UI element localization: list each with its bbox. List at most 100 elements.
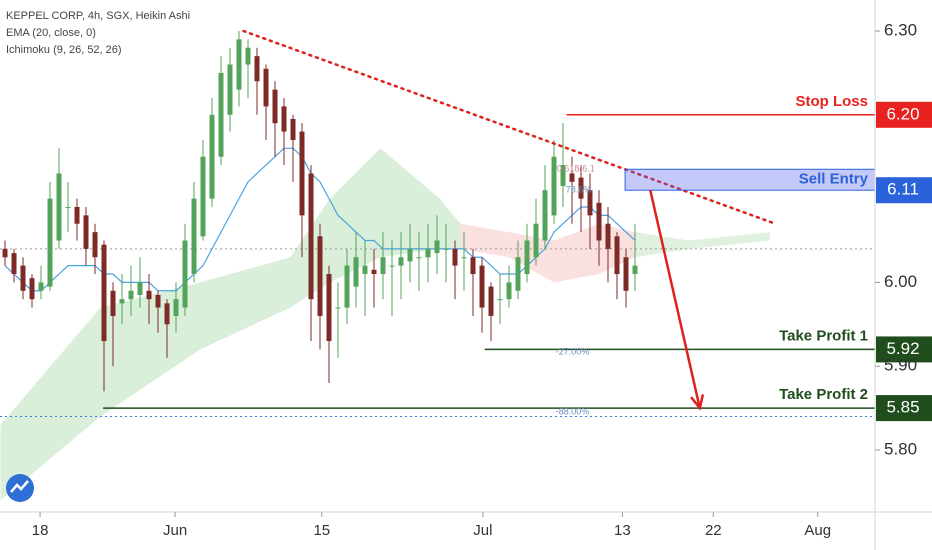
candle-body (623, 257, 629, 291)
candle-body (272, 89, 278, 124)
candle-body (380, 257, 386, 275)
x-tick-label: 18 (32, 522, 49, 539)
candle-body (353, 257, 359, 287)
candle-body (101, 244, 107, 342)
candle-body (434, 240, 440, 254)
candle-body (542, 190, 548, 241)
plot-area: 0.618(6.1 78.6% -27.00% -88.00% (0, 29, 876, 501)
candle-body (164, 303, 170, 325)
candle-body (110, 290, 116, 316)
candle-body (587, 190, 593, 216)
candle-body (371, 269, 377, 275)
candle-body (236, 39, 242, 90)
chart-title: KEPPEL CORP, 4h, SGX, Heikin Ashi (6, 10, 190, 22)
candle-body (173, 299, 179, 316)
candle-body (11, 253, 17, 275)
candle-body (461, 257, 467, 259)
candle-body (533, 223, 539, 258)
candle-body (605, 223, 611, 249)
candle-body (398, 257, 404, 266)
fib-label: 78.6% (566, 185, 592, 195)
arrow-head (690, 394, 705, 411)
candle-body (578, 177, 584, 199)
price-box-label: 6.20 (886, 104, 919, 123)
candle-body (551, 156, 557, 216)
candle-body (92, 232, 98, 258)
price-box-label: 5.92 (886, 339, 919, 358)
candle-body (38, 282, 44, 291)
candle-body (146, 290, 152, 300)
price-box-label: 5.85 (886, 398, 919, 417)
candle-body (452, 248, 458, 266)
candle-body (227, 64, 233, 115)
price-box-label: 6.11 (887, 180, 919, 199)
fib-label: -88.00% (556, 407, 590, 417)
ichimoku-cloud (460, 223, 635, 283)
candle-body (218, 72, 224, 157)
arrow (649, 189, 702, 409)
candle-body (56, 173, 62, 241)
candle-body (2, 248, 8, 258)
x-tick-label: Aug (804, 522, 831, 539)
candle-body (596, 202, 602, 241)
candle-body (569, 173, 575, 182)
candle-body (470, 257, 476, 275)
candle-body (281, 106, 287, 132)
level-label: Take Profit 1 (779, 327, 868, 344)
candle-body (119, 299, 125, 304)
x-tick-label: Jul (473, 522, 492, 539)
candle-body (407, 248, 413, 262)
candle-body (479, 265, 485, 308)
price-box (876, 336, 932, 363)
indicator-label: Ichimoku (9, 26, 52, 26) (6, 44, 122, 56)
candle-body (254, 56, 260, 82)
candle-body (632, 265, 638, 275)
candle-body (29, 278, 35, 300)
candle-body (425, 248, 431, 258)
candle-body (308, 173, 314, 300)
x-tick-label: 22 (705, 522, 722, 539)
candle-body (524, 240, 530, 275)
level-label: Sell Entry (799, 171, 869, 188)
ichimoku-cloud (0, 148, 461, 501)
candle-body (128, 290, 134, 300)
level-label: Stop Loss (795, 93, 868, 110)
level-label: Take Profit 2 (779, 386, 868, 403)
candle-body (614, 236, 620, 275)
candle-body (560, 165, 566, 187)
candle-body (299, 131, 305, 216)
y-tick-label: 5.80 (884, 439, 917, 458)
candle-body (497, 299, 503, 301)
candle-body (326, 274, 332, 342)
y-tick-label: 6.30 (884, 20, 917, 39)
candle-body (74, 206, 80, 224)
candle-body (488, 286, 494, 316)
candle-body (83, 215, 89, 249)
candle-body (416, 257, 422, 259)
trendline (242, 29, 777, 225)
fib-label: 0.618(6.1 (557, 164, 595, 174)
candle-body (443, 248, 449, 250)
x-tick-label: Jun (163, 522, 187, 539)
candle-body (317, 236, 323, 316)
candle-body (515, 257, 521, 291)
candle-body (191, 198, 197, 275)
logo-icon[interactable] (10, 480, 29, 493)
logo[interactable] (6, 474, 34, 502)
candle-body (506, 282, 512, 300)
candle-body (209, 114, 215, 199)
candle-body (245, 47, 251, 65)
price-box (876, 101, 932, 128)
ema-line (4, 147, 636, 292)
candle-body (335, 307, 341, 309)
price-box (876, 395, 932, 422)
candle-body (182, 240, 188, 308)
x-tick-label: 15 (313, 522, 330, 539)
candle-body (47, 198, 53, 287)
x-tick-label: 13 (614, 522, 631, 539)
indicator-label: EMA (20, close, 0) (6, 27, 96, 39)
candle-body (155, 294, 161, 308)
y-tick-label: 6.00 (884, 272, 917, 291)
